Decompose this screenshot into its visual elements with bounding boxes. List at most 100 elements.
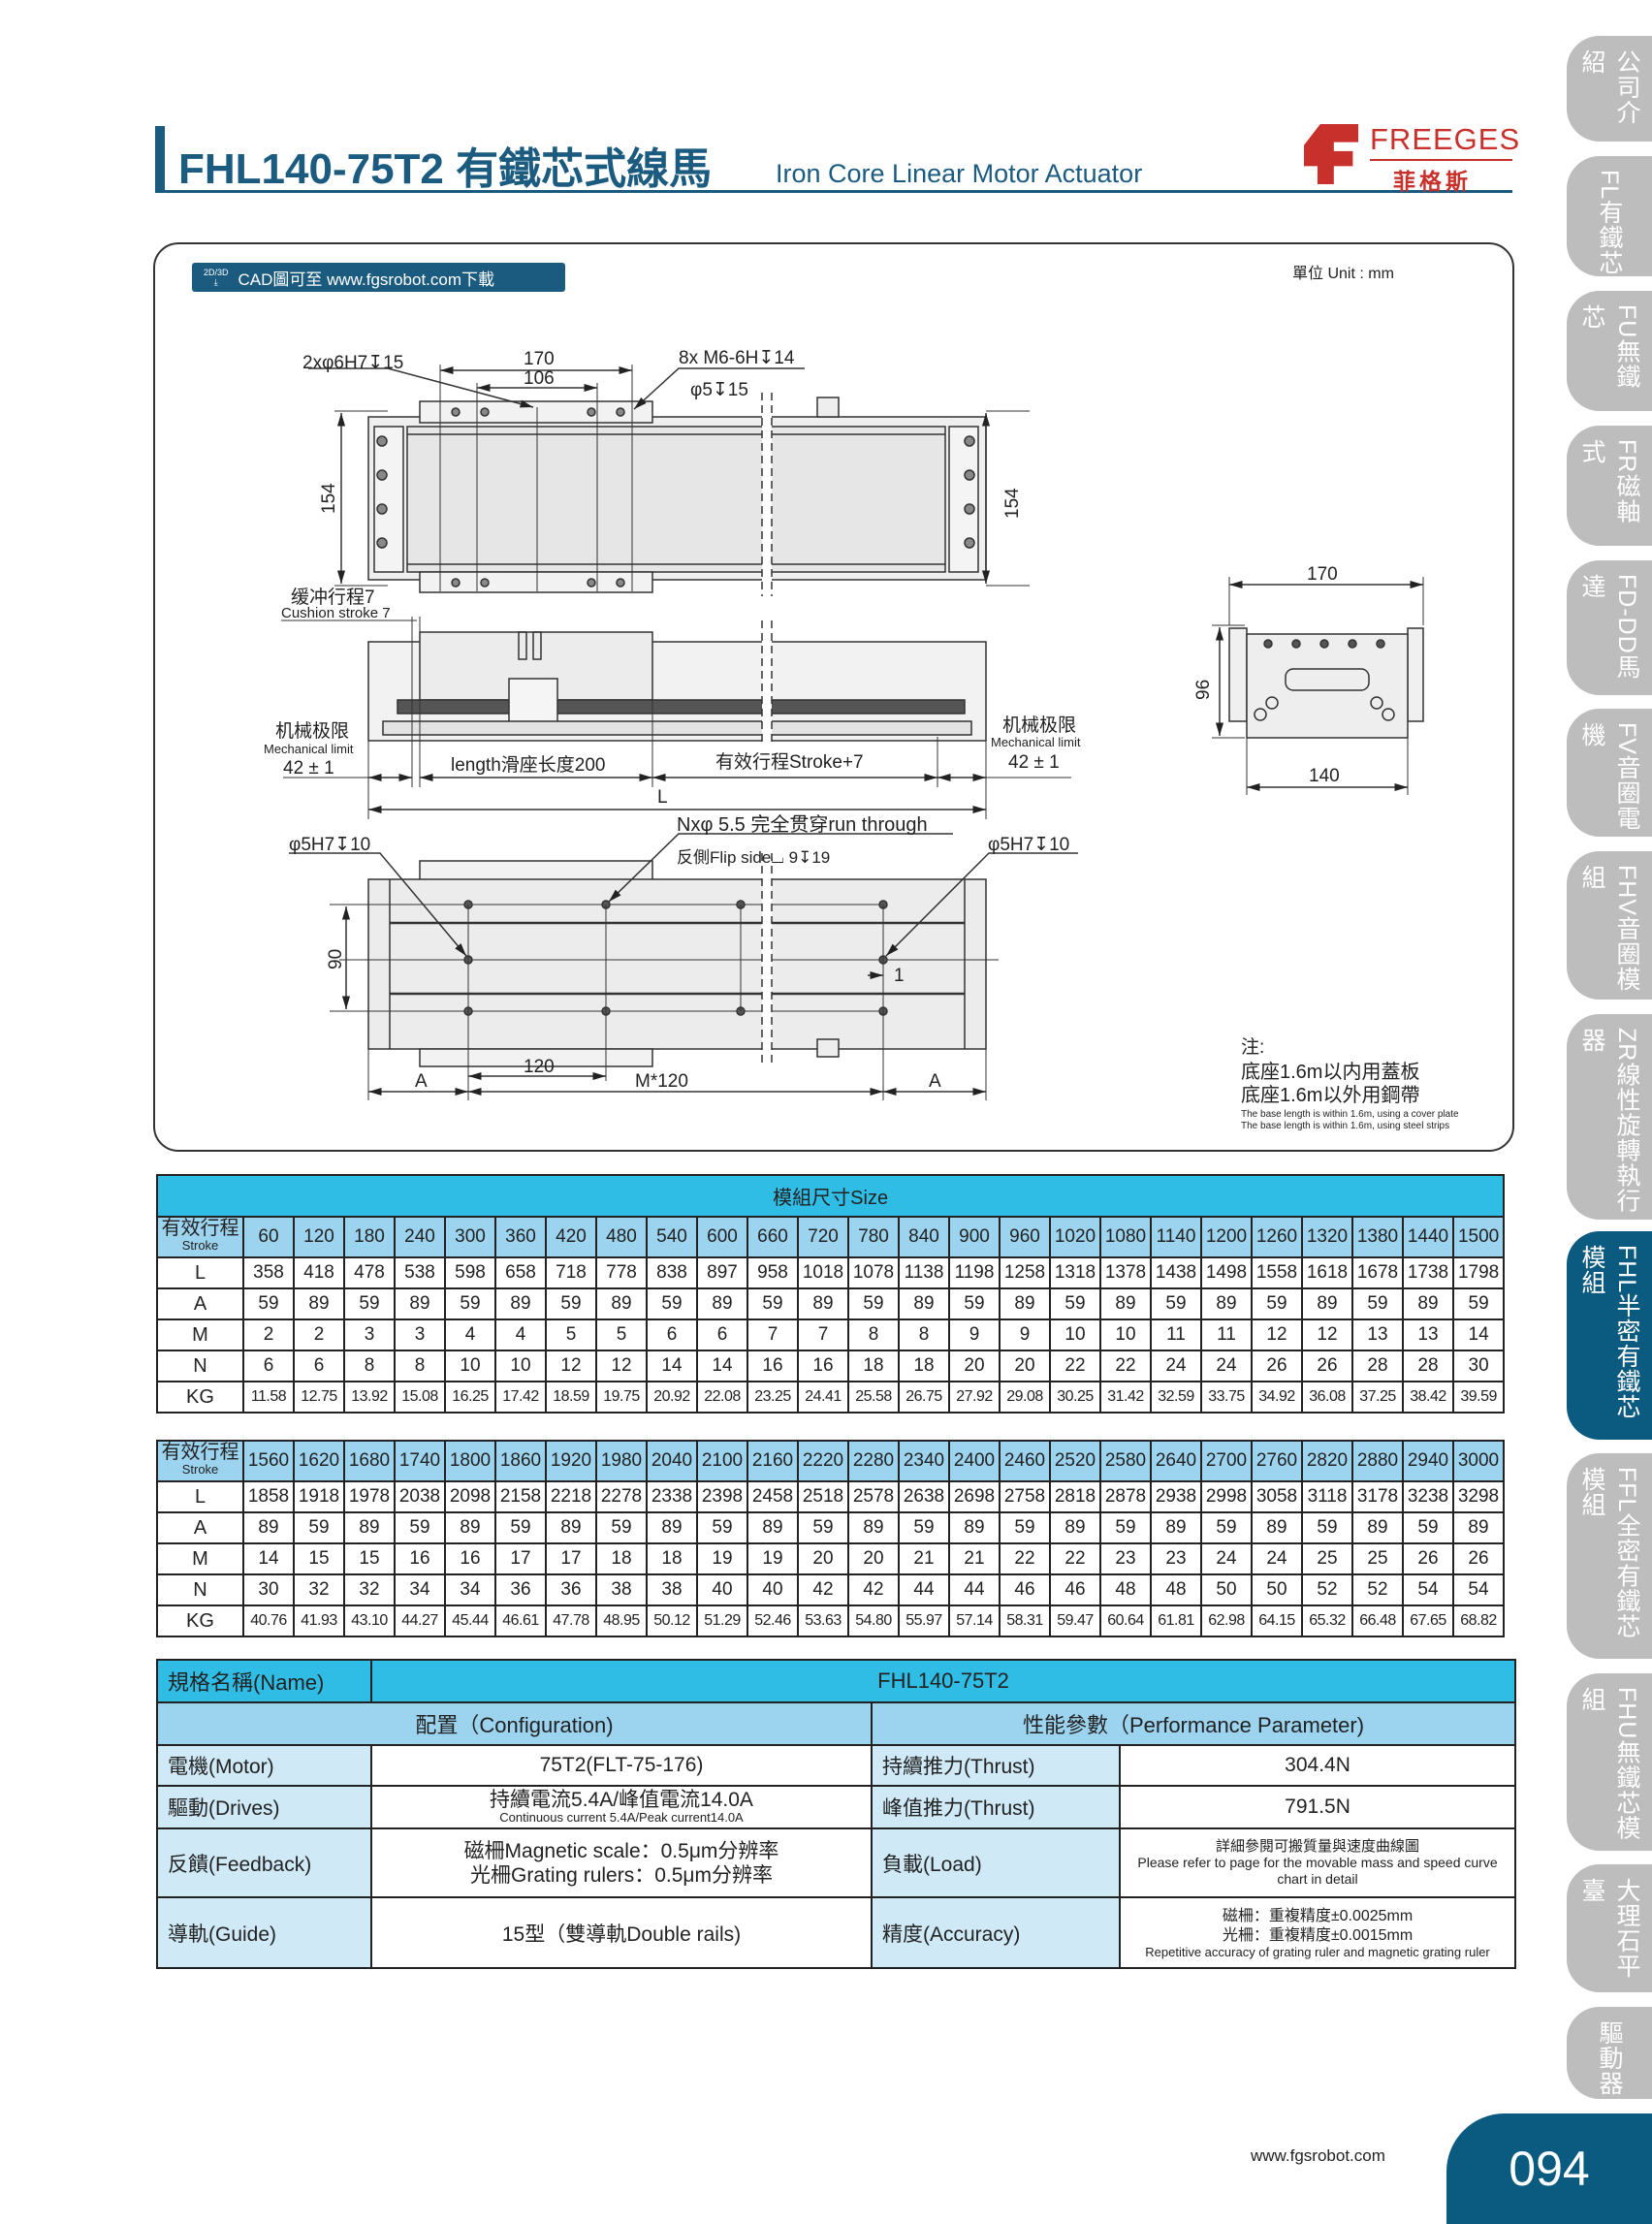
size-cell: 36: [494, 1573, 547, 1606]
stroke-cell: 1620: [293, 1440, 345, 1482]
stroke-cell: 2280: [847, 1440, 900, 1482]
size-cell: 16: [394, 1542, 446, 1575]
side-tab-13[interactable]: 驅動器: [1567, 2007, 1652, 2099]
size-cell: 2698: [948, 1480, 1001, 1513]
size-cell: 15.08: [394, 1381, 446, 1414]
accuracy-value: 磁柵：重複精度±0.0025mm 光柵：重複精度±0.0015mm Repetiti…: [1118, 1896, 1517, 1969]
size-cell: 50.12: [646, 1604, 698, 1637]
stroke-cell: 3000: [1452, 1440, 1505, 1482]
size-cell: 48: [1150, 1573, 1202, 1606]
side-tab-5[interactable]: FD-DD馬達: [1567, 560, 1652, 695]
title-underline: [155, 190, 1512, 193]
size-cell: 2: [242, 1319, 295, 1351]
side-tab-1[interactable]: 公司介紹: [1567, 36, 1652, 142]
size-cell: 2098: [444, 1480, 496, 1513]
size-cell: 18: [646, 1542, 698, 1575]
stroke-cell: 720: [797, 1216, 849, 1258]
side-tab-12[interactable]: 大理石平臺: [1567, 1864, 1652, 1992]
stroke-cell: 600: [696, 1216, 748, 1258]
size-cell: 40.76: [242, 1604, 295, 1637]
spec-table: 規格名稱(Name) FHL140-75T2 配置（Configuration)…: [156, 1659, 1517, 1969]
size-cell: 1618: [1301, 1256, 1353, 1289]
size-cell: 12.75: [293, 1381, 345, 1414]
size-row-label: KG: [156, 1604, 244, 1637]
cushion-en-label: Cushion stroke 7: [281, 605, 391, 621]
size-cell: 1438: [1150, 1256, 1202, 1289]
size-cell: 12: [595, 1350, 648, 1382]
load-label: 負載(Load): [871, 1827, 1121, 1898]
size-row-label: N: [156, 1573, 244, 1606]
size-cell: 66.48: [1351, 1604, 1404, 1637]
stroke-cell: 60: [242, 1216, 295, 1258]
dim-A-left-label: A: [415, 1071, 428, 1092]
stroke-cell: 1200: [1200, 1216, 1253, 1258]
size-cell: 67.65: [1402, 1604, 1454, 1637]
size-cell: 59: [847, 1287, 900, 1320]
size-cell: 26: [1402, 1542, 1454, 1575]
note-line-4: The base length is within 1.6m, using st…: [1241, 1121, 1449, 1131]
size-cell: 20: [948, 1350, 1001, 1382]
size-cell: 60.64: [1099, 1604, 1152, 1637]
size-cell: 51.29: [696, 1604, 748, 1637]
size-cell: 27.92: [948, 1381, 1001, 1414]
guide-value: 15型（雙導軌Double rails): [370, 1896, 873, 1969]
size-cell: 89: [1351, 1511, 1404, 1544]
size-cell: 2: [293, 1319, 345, 1351]
side-tab-2[interactable]: FL有鐵芯: [1567, 156, 1652, 276]
size-cell: 18.59: [545, 1381, 597, 1414]
dim-A-right-label: A: [929, 1071, 941, 1092]
size-cell: 89: [444, 1511, 496, 1544]
size-cell: 28: [1351, 1350, 1404, 1382]
size-cell: 48.95: [595, 1604, 648, 1637]
stroke-cell: 2160: [747, 1440, 799, 1482]
side-tab-6[interactable]: FV音圈電機: [1567, 709, 1652, 837]
side-tab-8[interactable]: ZR線性旋轉執行器: [1567, 1014, 1652, 1220]
side-tab-7[interactable]: FHV音圈模組: [1567, 851, 1652, 1000]
note-title: 注:: [1241, 1036, 1264, 1058]
stroke-cell: 1800: [444, 1440, 496, 1482]
cad-download-badge[interactable]: 2D/3D ⤓ CAD圖可至 www.fgsrobot.com下載: [192, 263, 565, 292]
thrust-peak-value: 791.5N: [1118, 1785, 1517, 1829]
size-cell: 26: [1301, 1350, 1353, 1382]
stroke-cell: 240: [394, 1216, 446, 1258]
stroke-cell: 2520: [1049, 1440, 1101, 1482]
spec-name-value: FHL140-75T2: [369, 1659, 1517, 1703]
size-cell: 10: [444, 1350, 496, 1382]
side-tab-9[interactable]: FHL半密有鐵芯模組: [1567, 1231, 1652, 1440]
note-line-3: The base length is within 1.6m, using a …: [1241, 1109, 1459, 1120]
title-accent-bar: [155, 126, 165, 192]
size-cell: 2218: [545, 1480, 597, 1513]
size-cell: 44: [948, 1573, 1001, 1606]
size-cell: 45.44: [444, 1604, 496, 1637]
size-cell: 10: [494, 1350, 547, 1382]
size-cell: 14: [646, 1350, 698, 1382]
footer-url[interactable]: www.fgsrobot.com: [1251, 2146, 1385, 2165]
spec-row-guide: 導軌(Guide) 15型（雙導軌Double rails) 精度(Accura…: [156, 1896, 1517, 1969]
size-cell: 17.42: [494, 1381, 547, 1414]
size-row-a: A 89 59 89 59 89 59 89 59 89 59 89 59 89 59 89 59 89 59 89 5…: [156, 1511, 1505, 1544]
size-cell: 9: [948, 1319, 1001, 1351]
size-cell: 32: [293, 1573, 345, 1606]
size-cell: 2278: [595, 1480, 648, 1513]
size-cell: 34.92: [1251, 1381, 1303, 1414]
side-tab-11[interactable]: FHU無鐵芯模組: [1567, 1673, 1652, 1851]
side-tab-3[interactable]: FU無鐵芯: [1567, 291, 1652, 411]
size-row-n: N 6 6 8 8 10 10 12 12 14 14 16 16 18 18 20 20 22 22 24 24 26 2…: [156, 1350, 1506, 1382]
end-dim-140-label: 140: [1309, 766, 1340, 786]
drawing-panel: [153, 242, 1514, 1152]
size-row-label: KG: [156, 1381, 244, 1414]
through-hole-label: Nxφ 5.5 完全贯穿run through: [677, 813, 928, 836]
drives-value: 持續電流5.4A/峰值電流14.0A Continuous current 5.4…: [370, 1785, 873, 1829]
stroke-cell: 360: [494, 1216, 547, 1258]
size-cell: 59: [1150, 1287, 1202, 1320]
size-cell: 24.41: [797, 1381, 849, 1414]
size-cell: 958: [747, 1256, 799, 1289]
stroke-cell: 2580: [1099, 1440, 1152, 1482]
size-cell: 59: [1049, 1287, 1101, 1320]
dim-154-right-label: 154: [1002, 488, 1023, 519]
mech-limit-right-en: Mechanical limit: [991, 735, 1081, 749]
side-tab-10[interactable]: FFL全密有鐵芯模組: [1567, 1453, 1652, 1659]
size-cell: 59: [948, 1287, 1001, 1320]
side-tab-4[interactable]: FR磁軸式: [1567, 426, 1652, 546]
size-cell: 23: [1099, 1542, 1152, 1575]
